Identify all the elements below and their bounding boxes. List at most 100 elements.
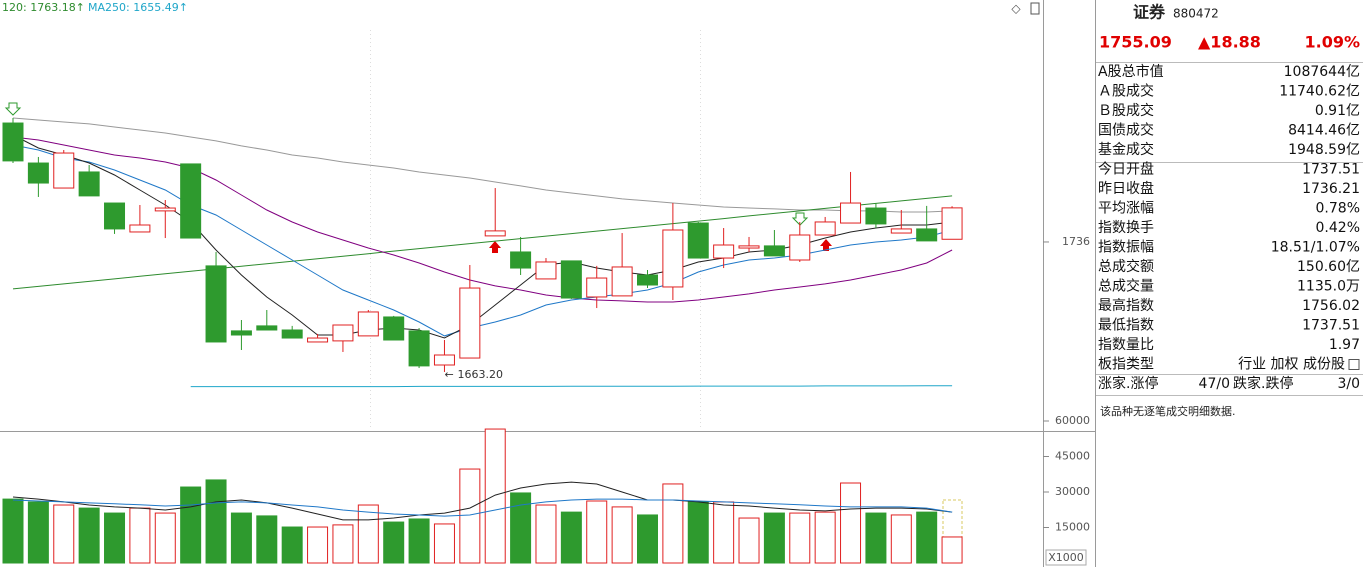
volume-bar	[281, 526, 303, 564]
candle-body	[865, 207, 887, 225]
diamond-button[interactable]: ◇	[1011, 2, 1021, 16]
volume-bar	[890, 514, 912, 564]
change: ▲18.88	[1198, 33, 1261, 52]
sell-signal	[791, 212, 809, 226]
candle-body	[307, 337, 329, 343]
candle-body	[104, 202, 126, 230]
buy-signal	[489, 241, 501, 253]
row-label: 今日开盘	[1098, 161, 1154, 178]
volume-bar	[27, 501, 49, 564]
volume-bar	[510, 492, 532, 564]
candle-body	[890, 228, 912, 234]
candle-body	[510, 251, 532, 269]
y-tick-label: 30000	[1055, 485, 1090, 498]
price: 1755.09	[1099, 33, 1172, 52]
volume-bar	[332, 524, 354, 564]
y-tick-label: 1736	[1062, 235, 1090, 248]
candle-body	[180, 163, 202, 239]
volume-bar	[560, 511, 582, 564]
percent: 1.09%	[1304, 33, 1360, 52]
row-value: 1087644亿	[1284, 64, 1360, 80]
volume-bar	[256, 515, 278, 564]
volume-bar	[104, 512, 126, 564]
volume-bar	[383, 521, 405, 564]
volume-bar	[637, 514, 658, 564]
volume-bar	[687, 501, 709, 564]
row-value: 0.78%	[1316, 201, 1360, 217]
row-value: 1736.21	[1302, 181, 1360, 197]
candle-body	[433, 354, 455, 366]
row-value: 1737.51	[1302, 162, 1360, 178]
volume-bar	[865, 512, 887, 564]
volume-bar	[78, 507, 100, 564]
volume-bar	[840, 482, 862, 564]
volume-bar	[814, 511, 836, 564]
breadth-down: 3/0	[1337, 376, 1360, 392]
candle-body	[408, 330, 430, 367]
row-value: 8414.46亿	[1288, 123, 1360, 139]
candle-body	[332, 324, 354, 342]
row-label: 昨日收盘	[1098, 180, 1154, 197]
candle-body	[2, 122, 24, 162]
unit-box	[1045, 549, 1087, 566]
candle-body	[560, 260, 582, 299]
candle-body	[687, 222, 709, 259]
candle-body	[484, 230, 506, 237]
unit-label: X1000	[1048, 551, 1084, 564]
low-label: 1663.20	[457, 368, 503, 381]
panel-code: 880472	[1173, 7, 1219, 21]
row-label: 最高指数	[1098, 297, 1154, 314]
candle-body	[637, 274, 658, 286]
volume-bar	[611, 506, 633, 564]
legend-entry: MA250: 1655.49↑	[88, 1, 188, 14]
volume-bar	[789, 512, 811, 564]
row-label: 国债成交	[1098, 122, 1154, 139]
row-label: 指数振幅	[1098, 240, 1154, 256]
volume-bar	[230, 512, 252, 564]
volume-bar	[408, 518, 430, 564]
row-value: 1.97	[1329, 337, 1360, 353]
volume-bar	[763, 512, 785, 564]
candle-body	[611, 266, 633, 297]
volume-ma-line	[12, 481, 953, 521]
candle-body	[27, 162, 49, 184]
breadth-up: 47/0	[1199, 376, 1230, 392]
candle-body	[383, 316, 405, 341]
volume-bar	[2, 498, 24, 564]
candle-body	[763, 245, 785, 257]
row-label: 总成交量	[1098, 278, 1154, 295]
row-label: 指数换手	[1098, 219, 1154, 236]
buy-signal	[820, 239, 832, 251]
candle-body	[840, 202, 862, 224]
candle-body	[535, 261, 557, 280]
candle-body	[53, 152, 75, 189]
volume-bar	[433, 523, 455, 564]
volume-bar	[53, 504, 75, 564]
candle-body	[941, 207, 963, 240]
candle-body	[662, 229, 684, 288]
legend-entry: 120: 1763.18↑	[2, 1, 85, 14]
row-label: A股总市值	[1098, 63, 1164, 80]
panel-note: 该品种无逐笔成交明细数据.	[1100, 404, 1236, 418]
row-value: 行业 加权 成份股	[1238, 357, 1345, 373]
window-button[interactable]	[1030, 2, 1040, 15]
ma-line	[12, 117, 953, 213]
row-value: 18.51/1.07%	[1271, 240, 1360, 256]
volume-bar	[941, 536, 963, 564]
y-tick-label: 60000	[1055, 414, 1090, 427]
row-label: 平均涨幅	[1098, 201, 1154, 217]
candle-body	[129, 224, 151, 233]
breadth-label: 跌家.跌停	[1233, 375, 1293, 392]
ma-line	[12, 195, 953, 290]
candle-body	[916, 228, 938, 242]
candle-body	[230, 330, 252, 336]
candle-body	[357, 311, 379, 337]
low-arrow: ←	[444, 368, 453, 381]
volume-bar	[586, 500, 608, 564]
row-value: 1737.51	[1302, 318, 1360, 334]
volume-bar	[535, 504, 557, 564]
row-value: 11740.62亿	[1279, 84, 1360, 100]
breadth-label: 涨家.涨停	[1098, 375, 1158, 392]
volume-bar	[484, 428, 506, 564]
